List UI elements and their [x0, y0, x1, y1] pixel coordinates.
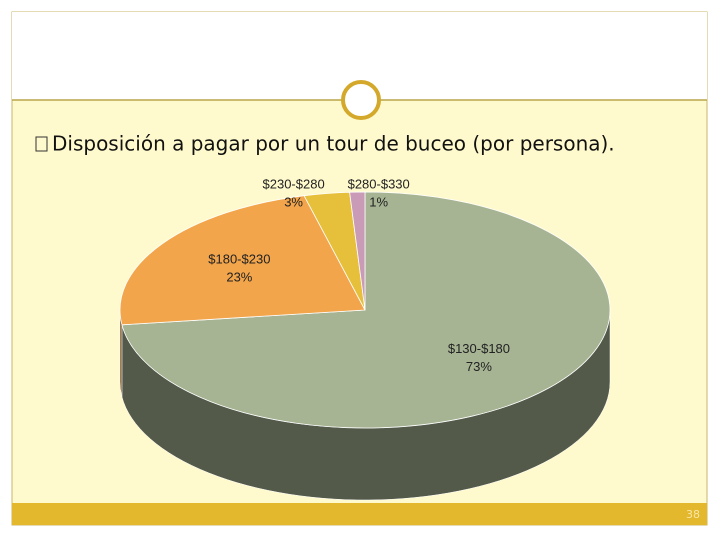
header-ornament — [341, 80, 381, 120]
slice — [349, 191, 366, 311]
slice-value-label: 73% — [466, 359, 492, 374]
slide-number: 38 — [686, 508, 700, 521]
slice-label: $230-$280 — [263, 176, 325, 191]
slice-label: $180-$230 — [208, 251, 270, 266]
slice — [121, 191, 611, 429]
slice-value-label: 3% — [284, 194, 303, 209]
footer-band — [12, 503, 707, 525]
slice — [119, 195, 366, 326]
bullet — [35, 136, 48, 152]
slice-label: $280-$330 — [348, 176, 410, 191]
slice-value-label: 1% — [369, 194, 388, 209]
slide-title: Disposición a pagar por un tour de buceo… — [52, 132, 615, 156]
slice-value-label: 23% — [226, 269, 252, 284]
slice-label: $130-$180 — [448, 341, 510, 356]
